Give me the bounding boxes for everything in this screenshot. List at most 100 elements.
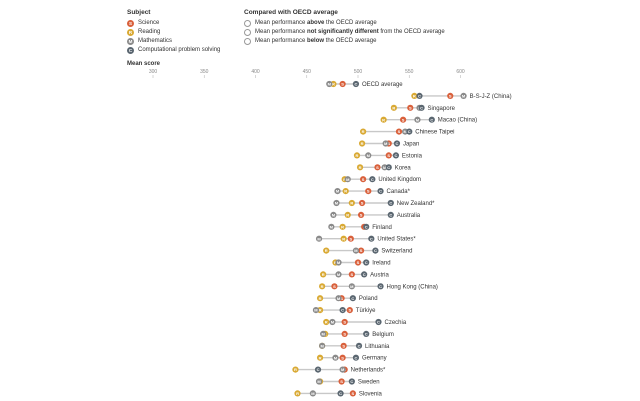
data-point-letter: C <box>365 260 368 265</box>
comparison-legend-label: Mean performance not significantly diffe… <box>255 28 445 37</box>
data-point-m <box>335 259 342 266</box>
data-point-m <box>320 330 327 337</box>
subject-legend-title: Subject <box>127 9 151 16</box>
data-point-letter: C <box>374 248 377 253</box>
data-point-letter: M <box>383 165 387 170</box>
data-point-letter: S <box>348 308 351 313</box>
data-point-letter: M <box>311 391 315 396</box>
country-label: Austria <box>370 272 389 278</box>
country-label: Australia <box>397 213 421 219</box>
data-point-letter: M <box>403 129 407 134</box>
data-point-s <box>348 271 355 278</box>
data-point-c <box>392 152 400 159</box>
comparison-legend-item: Mean performance not significantly diffe… <box>244 28 445 37</box>
subject-legend-item: S Science <box>127 19 220 28</box>
data-point-s <box>395 128 403 135</box>
data-point-letter: S <box>402 117 405 122</box>
data-point-c <box>377 283 384 290</box>
data-point-letter: C <box>341 308 344 313</box>
data-point-c <box>377 188 384 195</box>
subject-legend-label: Science <box>138 20 160 26</box>
data-point-letter: C <box>394 153 397 158</box>
data-point-letter: R <box>319 296 322 301</box>
data-point-letter: C <box>371 177 374 182</box>
data-point-letter: R <box>346 213 349 218</box>
data-point-s <box>447 92 454 99</box>
country-label: Poland <box>359 296 378 302</box>
data-point-letter: C <box>396 141 399 146</box>
country-label: Netherlands* <box>351 368 386 374</box>
subject-marker-icon: C <box>127 47 134 54</box>
data-point-s <box>341 330 348 337</box>
data-point-letter: S <box>387 153 390 158</box>
data-point-r <box>323 318 330 326</box>
data-point-r <box>353 152 361 159</box>
data-point-m <box>352 247 360 254</box>
comparison-legend-title: Compared with OECD average <box>244 9 338 16</box>
data-point-m <box>312 307 320 314</box>
country-label: Macao (China) <box>438 118 477 124</box>
subject-legend-label: Reading <box>138 29 161 35</box>
data-point-letter: M <box>350 284 354 289</box>
data-point-letter: M <box>331 320 335 325</box>
comparison-text-post: the OECD average <box>324 38 377 44</box>
data-point-r <box>319 283 326 290</box>
data-point-letter: S <box>340 296 343 301</box>
data-point-r <box>359 140 366 147</box>
data-point-c <box>348 378 355 385</box>
comparison-legend-label: Mean performance above the OECD average <box>255 19 377 28</box>
data-point-letter: M <box>384 141 388 146</box>
data-point-letter: R <box>321 284 324 289</box>
data-point-m <box>315 235 323 242</box>
data-point-c <box>352 80 360 88</box>
data-point-letter: R <box>322 272 325 277</box>
data-point-letter: C <box>355 82 358 87</box>
data-point-letter: C <box>355 355 358 360</box>
country-label: Ireland <box>372 261 390 267</box>
data-point-m <box>335 295 342 302</box>
data-point-letter: S <box>349 236 352 241</box>
data-point-letter: S <box>367 189 370 194</box>
data-point-letter: S <box>343 320 346 325</box>
data-point-letter: C <box>430 117 433 122</box>
data-point-letter: S <box>449 94 452 99</box>
country-label: Chinese Taipei <box>415 130 454 136</box>
data-point-letter: C <box>387 165 390 170</box>
data-point-r <box>411 92 418 99</box>
data-point-letter: R <box>362 129 365 134</box>
comparison-text-bold: above <box>307 20 325 26</box>
x-tick-label: 450 <box>303 69 312 75</box>
data-point-letter: C <box>365 332 368 337</box>
data-point-letter: C <box>317 367 320 372</box>
data-point-r <box>380 116 387 123</box>
data-point-s <box>339 354 346 361</box>
data-point-letter: C <box>365 224 368 229</box>
data-point-letter: S <box>351 272 354 277</box>
data-point-letter: S <box>360 248 363 253</box>
data-point-m <box>348 283 355 290</box>
data-point-s <box>357 211 365 218</box>
data-point-letter: C <box>418 94 421 99</box>
data-point-m <box>309 390 316 397</box>
subject-legend: Subject S Science R Reading M Mathematics C Com… <box>127 8 220 55</box>
data-point-letter: C <box>389 201 392 206</box>
data-point-r <box>320 271 327 278</box>
data-point-m <box>328 223 335 230</box>
comparison-text-bold: not significantly different <box>307 29 379 35</box>
x-tick-label: 400 <box>251 69 260 75</box>
country-label: Estonia <box>402 153 423 159</box>
data-point-letter: C <box>379 284 382 289</box>
data-point-letter: M <box>334 355 338 360</box>
subject-legend-label: Computational problem solving <box>138 47 221 53</box>
data-point-letter: S <box>361 201 364 206</box>
country-label: Singapore <box>428 106 456 112</box>
data-point-m <box>329 318 336 326</box>
country-label: Japan <box>403 142 419 148</box>
data-point-letter: M <box>354 248 358 253</box>
comparison-text-post: the OECD average <box>324 20 377 26</box>
data-point-r <box>294 390 301 397</box>
data-point-c <box>385 164 392 171</box>
data-point-letter: R <box>319 308 322 313</box>
data-point-letter: S <box>340 379 343 384</box>
